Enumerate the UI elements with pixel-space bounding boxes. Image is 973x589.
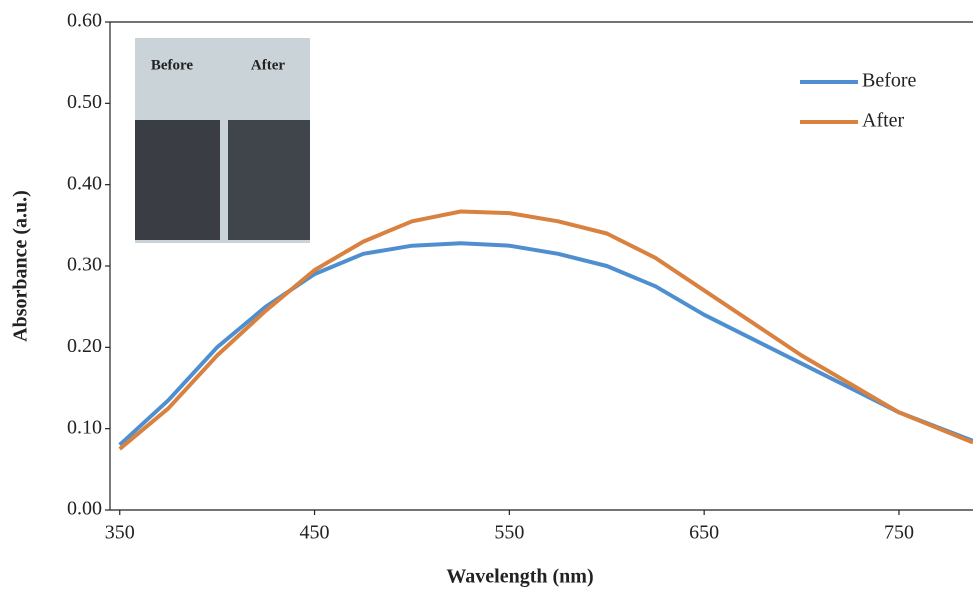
y-tick-label: 0.20	[67, 335, 102, 357]
line-series	[118, 241, 973, 447]
y-axis-label: Absorbance (a.u.)	[10, 190, 32, 342]
cuvette-after	[228, 120, 310, 240]
x-tick-label: 450	[300, 522, 330, 544]
y-tick-label: 0.30	[67, 254, 102, 276]
y-tick-label: 0.50	[67, 91, 102, 113]
y-tick-label: 0.00	[67, 498, 102, 520]
legend-label: Before	[862, 70, 917, 92]
inset-label: Before	[151, 57, 194, 73]
legend-label: After	[862, 110, 905, 132]
x-tick-label: 650	[689, 522, 719, 544]
x-tick-label: 350	[105, 522, 135, 544]
cuvette-before	[135, 120, 220, 240]
y-tick-label: 0.10	[67, 416, 102, 438]
inset-label: After	[251, 57, 285, 73]
line-series	[118, 209, 973, 451]
x-tick-label: 750	[884, 522, 914, 544]
x-tick-label: 550	[494, 522, 524, 544]
x-axis-label: Wavelength (nm)	[446, 566, 593, 588]
y-tick-label: 0.40	[67, 172, 102, 194]
y-tick-label: 0.60	[67, 10, 102, 32]
